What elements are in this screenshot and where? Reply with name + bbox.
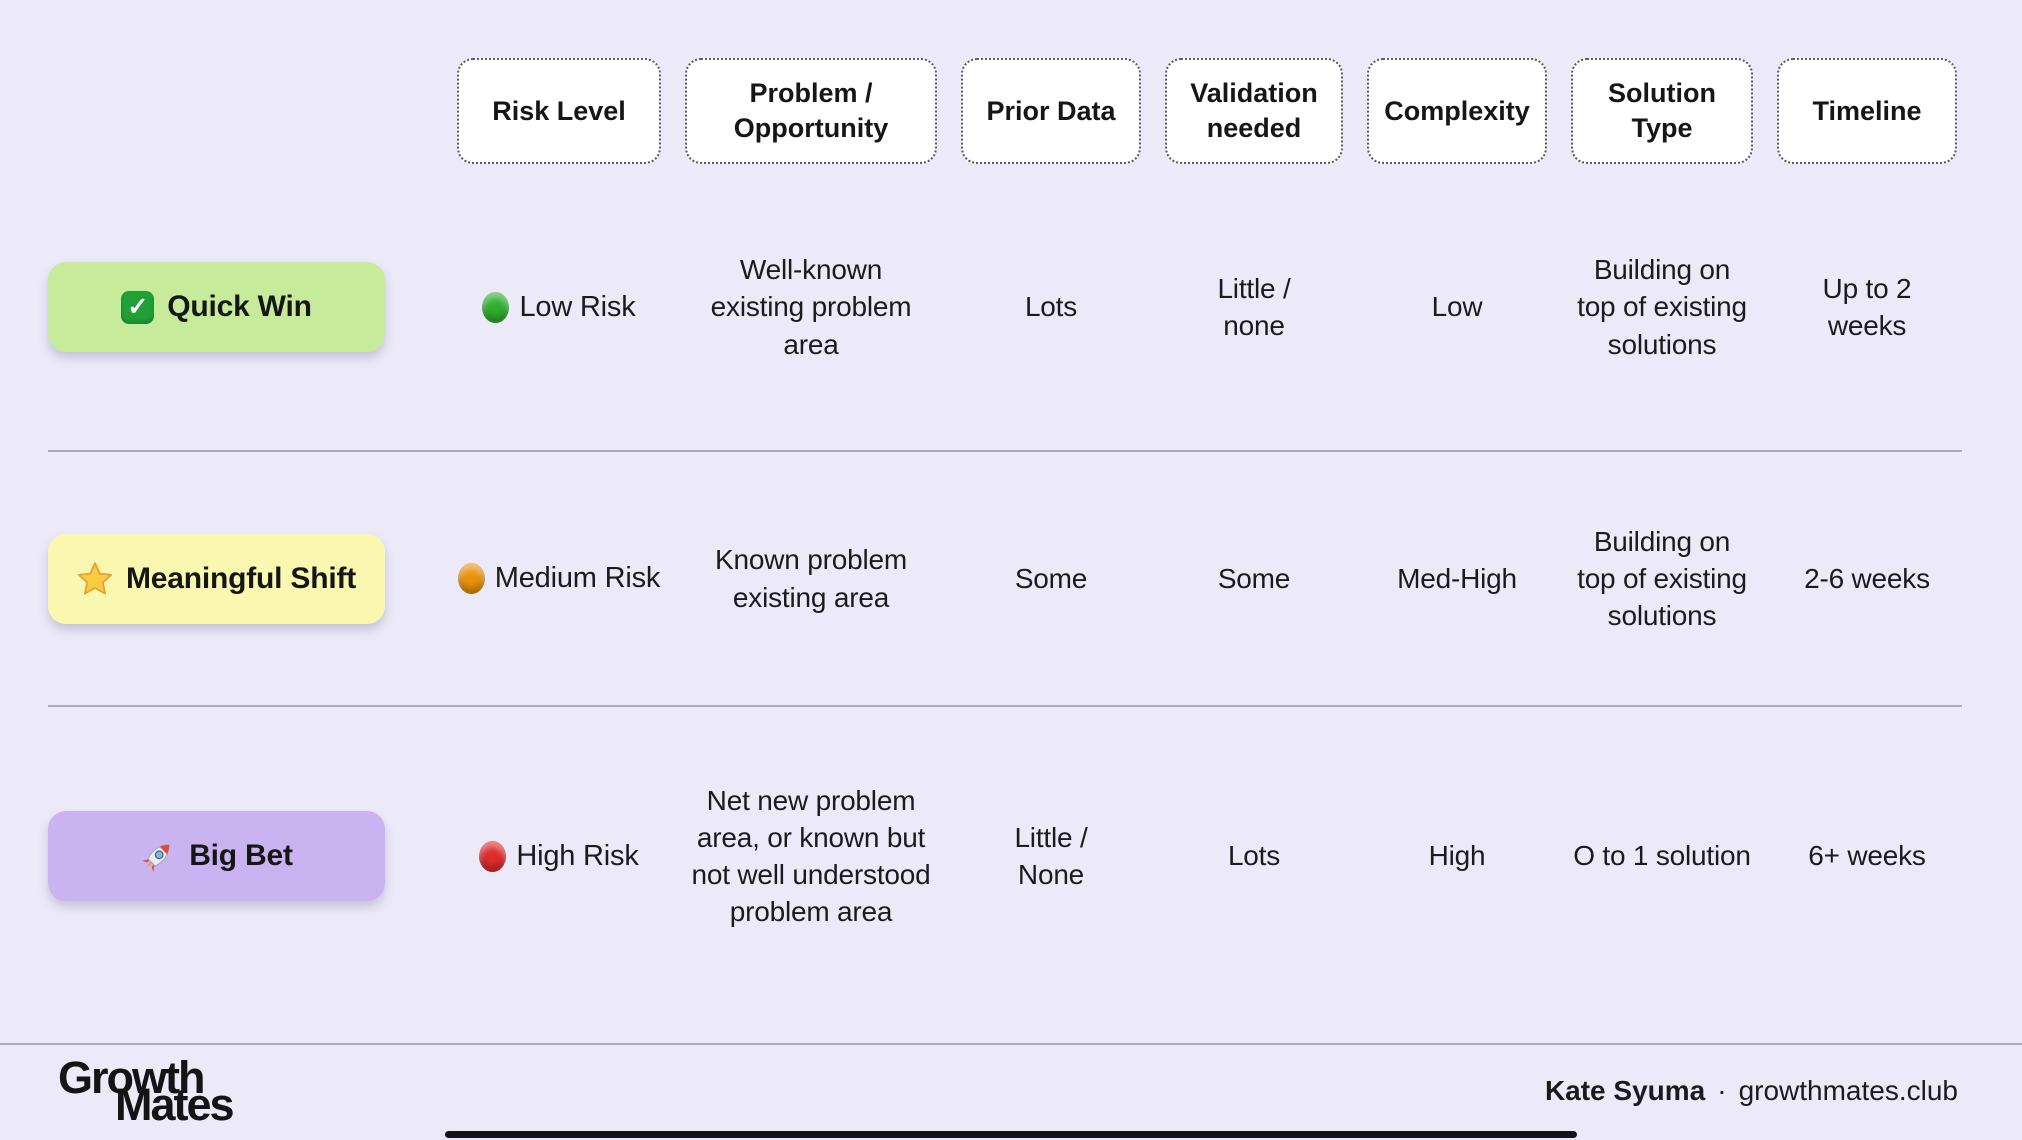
table-row-quick-win: Quick Win Low Risk Well-known existing p… <box>48 164 1962 452</box>
column-header-validation-needed: Validation needed <box>1165 58 1343 164</box>
orange-dot-icon <box>457 563 485 594</box>
timeline-cell: Up to 2 weeks <box>1822 272 1912 341</box>
header-spacer <box>48 58 433 164</box>
row-label-cell: Big Bet <box>48 811 433 901</box>
row-label-cell: Meaningful Shift <box>48 533 433 624</box>
table-row-big-bet: Big Bet High Risk Net new problem area, … <box>48 707 1962 1043</box>
complexity-cell: High <box>1428 840 1486 872</box>
prior-data-cell: Little / None <box>1014 821 1088 890</box>
row-label: Quick Win <box>167 290 312 323</box>
risk-level-cell: High Risk <box>457 840 661 873</box>
column-header-problem-opportunity: Problem / Opportunity <box>685 58 937 164</box>
row-label-cell: Quick Win <box>48 262 433 352</box>
footer: Growth Mates Kate Syuma · growthmates.cl… <box>0 1045 2022 1137</box>
complexity-cell: Low <box>1431 291 1483 323</box>
validation-cell: Some <box>1217 562 1291 594</box>
meaningful-shift-chip: Meaningful Shift <box>48 533 385 624</box>
framework-table: Risk Level Problem / Opportunity Prior D… <box>0 0 2022 1043</box>
solution-type-cell: Building on top of existing solutions <box>1577 254 1747 360</box>
table-row-meaningful-shift: Meaningful Shift Medium Risk Known probl… <box>48 452 1962 707</box>
prior-data-cell: Lots <box>1024 291 1078 323</box>
column-header-risk-level: Risk Level <box>457 58 661 164</box>
table-header-row: Risk Level Problem / Opportunity Prior D… <box>48 58 1962 164</box>
green-dot-icon <box>482 291 510 323</box>
validation-cell: Little / none <box>1217 272 1291 341</box>
problem-cell: Net new problem area, or known but not w… <box>691 784 931 928</box>
rocket-icon <box>140 838 176 874</box>
risk-level-cell: Low Risk <box>457 291 661 324</box>
timeline-cell: 2-6 weeks <box>1804 562 1930 594</box>
row-label: Meaningful Shift <box>125 561 357 595</box>
footer-credit: Kate Syuma · growthmates.club <box>1545 1075 1958 1107</box>
column-header-complexity: Complexity <box>1367 58 1547 164</box>
solution-type-cell: Building on top of existing solutions <box>1577 525 1747 632</box>
growthmates-logo: Growth Mates <box>58 1055 235 1130</box>
column-header-prior-data: Prior Data <box>961 58 1141 164</box>
credit-separator: · <box>1717 1075 1727 1106</box>
site-url[interactable]: growthmates.club <box>1738 1075 1958 1106</box>
risk-label: High Risk <box>516 839 639 872</box>
problem-cell: Well-known existing problem area <box>710 254 912 360</box>
home-indicator-bar <box>445 1131 1577 1138</box>
prior-data-cell: Some <box>1014 562 1088 594</box>
footer-divider <box>0 1043 2022 1045</box>
risk-level-cell: Medium Risk <box>457 562 661 595</box>
red-dot-icon <box>479 840 507 872</box>
risk-label: Low Risk <box>519 290 636 323</box>
column-header-timeline: Timeline <box>1777 58 1957 164</box>
column-header-solution-type: Solution Type <box>1571 58 1753 164</box>
star-icon <box>77 561 113 597</box>
problem-cell: Known problem existing area <box>715 544 907 613</box>
complexity-cell: Med-High <box>1397 562 1517 594</box>
author-name: Kate Syuma <box>1544 1075 1706 1106</box>
timeline-cell: 6+ weeks <box>1808 840 1926 872</box>
logo-line-1: Growth <box>58 1052 205 1103</box>
quick-win-chip: Quick Win <box>48 262 385 352</box>
solution-type-cell: O to 1 solution <box>1573 840 1751 872</box>
big-bet-chip: Big Bet <box>48 811 385 901</box>
logo-line-2: Mates <box>115 1079 235 1130</box>
row-label: Big Bet <box>189 839 293 872</box>
check-icon <box>121 290 155 324</box>
validation-cell: Lots <box>1227 840 1281 872</box>
risk-label: Medium Risk <box>494 562 661 594</box>
